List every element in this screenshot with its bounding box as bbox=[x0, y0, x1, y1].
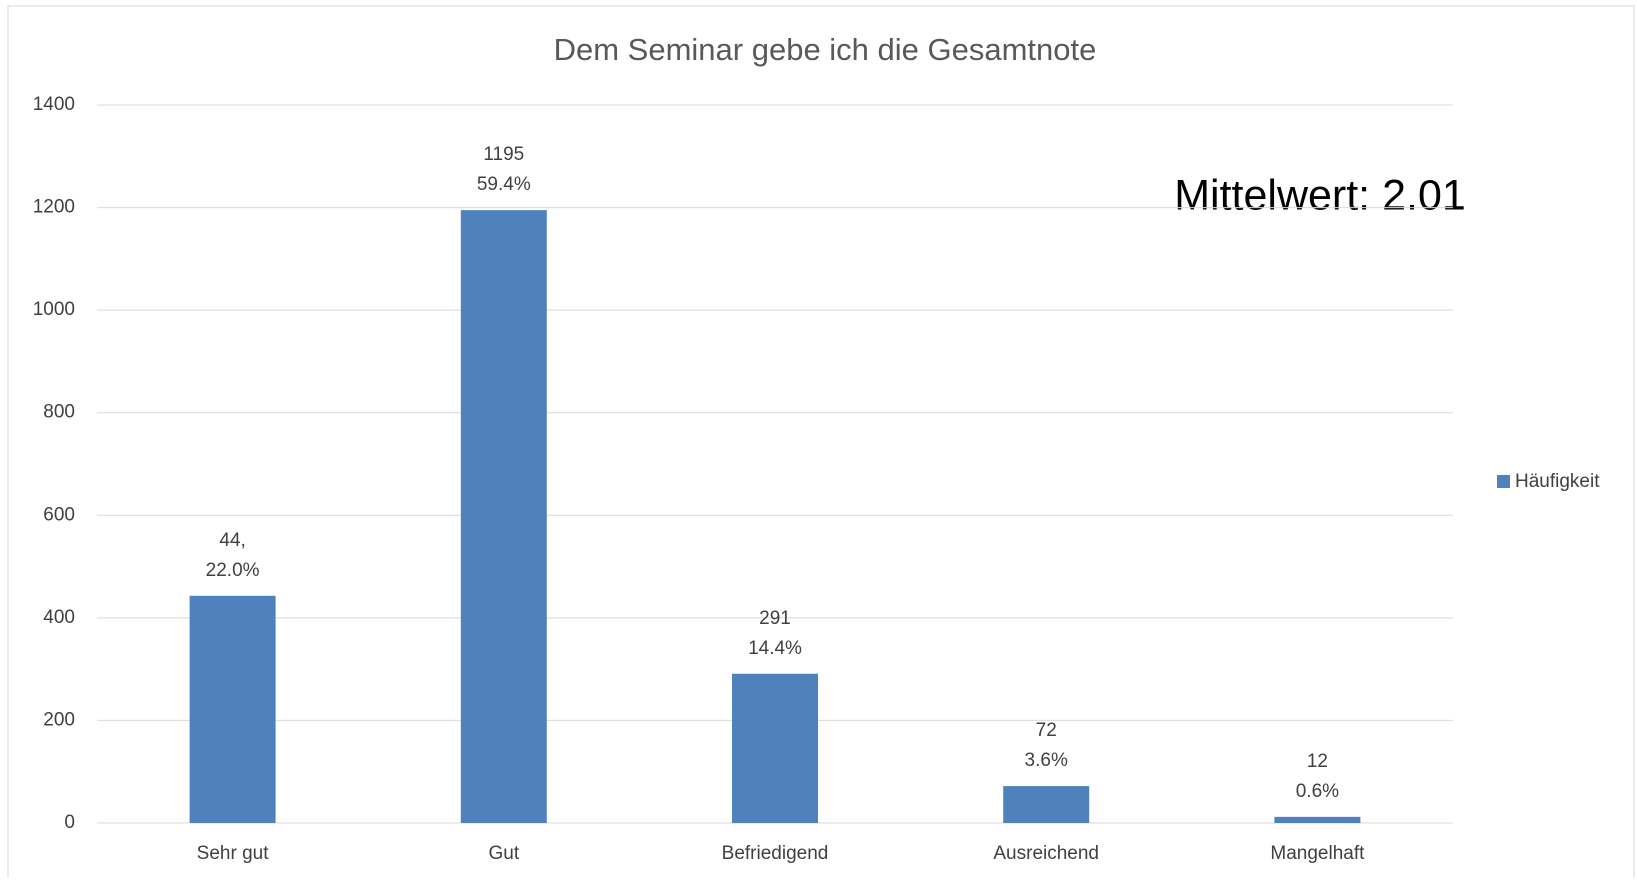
bar bbox=[732, 673, 818, 823]
annotation: Mittelwert: 2.01 bbox=[1174, 171, 1466, 219]
data-label: 291 bbox=[759, 608, 791, 629]
x-tick-label: Befriedigend bbox=[722, 843, 829, 864]
chart-title: Dem Seminar gebe ich die Gesamtnote bbox=[554, 32, 1097, 67]
y-tick-label: 1400 bbox=[33, 94, 75, 115]
y-tick-label: 1200 bbox=[33, 197, 75, 218]
y-tick-label: 600 bbox=[43, 504, 75, 525]
y-tick-label: 400 bbox=[43, 607, 75, 628]
y-tick-label: 800 bbox=[43, 402, 75, 423]
data-label: 44, bbox=[219, 530, 245, 551]
data-label: 59.4% bbox=[477, 174, 531, 195]
bar bbox=[189, 595, 276, 823]
data-label: 1195 bbox=[483, 144, 524, 165]
x-tick-label: Gut bbox=[488, 843, 519, 864]
x-tick-label: Ausreichend bbox=[993, 843, 1099, 864]
data-label: 0.6% bbox=[1296, 781, 1339, 802]
bar bbox=[1274, 816, 1361, 823]
y-tick-label: 0 bbox=[64, 812, 75, 833]
data-label: 12 bbox=[1307, 751, 1328, 772]
data-label: 22.0% bbox=[206, 560, 260, 581]
chart-frame bbox=[7, 5, 1635, 883]
y-tick-label: 1000 bbox=[33, 299, 75, 320]
data-label: 14.4% bbox=[748, 638, 802, 659]
y-tick-label: 200 bbox=[43, 709, 75, 730]
data-label: 72 bbox=[1036, 720, 1057, 741]
legend-swatch bbox=[1497, 475, 1510, 488]
bar bbox=[460, 210, 547, 823]
legend-label: Häufigkeit bbox=[1515, 471, 1600, 492]
x-tick-label: Sehr gut bbox=[197, 843, 270, 864]
data-label: 3.6% bbox=[1025, 750, 1068, 771]
x-tick-label: Mangelhaft bbox=[1270, 843, 1365, 864]
bar bbox=[1003, 786, 1090, 823]
